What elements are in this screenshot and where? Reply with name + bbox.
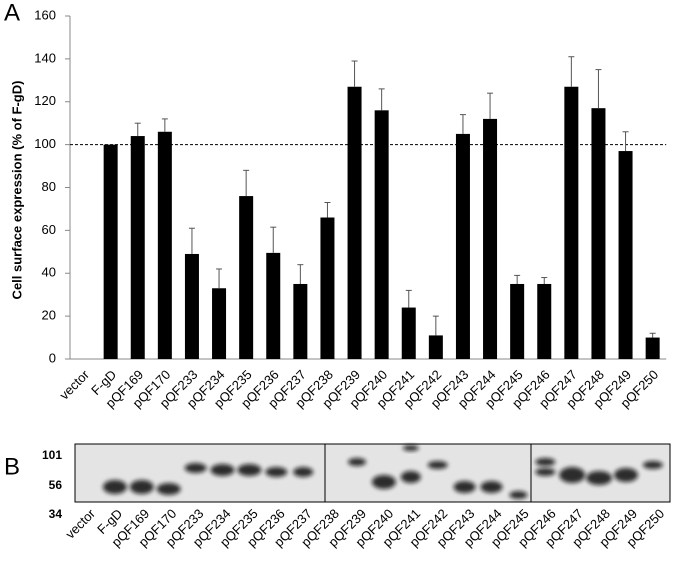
x-tick-label: vector <box>56 366 92 402</box>
blot-band <box>642 461 663 469</box>
bar <box>130 136 145 359</box>
blot-band <box>237 464 262 476</box>
bar <box>320 217 335 359</box>
panel-label: A <box>4 0 20 26</box>
y-tick-label: 0 <box>49 350 56 365</box>
blot-band <box>453 481 476 493</box>
marker-label: 101 <box>42 448 62 462</box>
y-tick-label: 100 <box>34 136 56 151</box>
lane-label: vector <box>62 505 98 541</box>
marker-label: 34 <box>49 507 63 521</box>
bar <box>591 108 606 360</box>
bar <box>618 151 633 359</box>
blot-band <box>427 461 448 469</box>
bar <box>645 337 660 359</box>
bar <box>483 118 498 360</box>
bar <box>374 110 389 359</box>
panel-label: B <box>4 453 20 480</box>
bar <box>103 144 118 359</box>
bar <box>157 131 172 359</box>
bar <box>293 283 308 359</box>
bar <box>537 283 552 359</box>
blot-band <box>129 480 154 494</box>
blot-band <box>614 468 638 482</box>
bar <box>564 86 579 360</box>
y-tick-label: 60 <box>42 222 56 237</box>
blot-band <box>265 467 288 477</box>
blot-band <box>586 471 613 485</box>
blot-band <box>402 445 419 451</box>
y-tick-label: 20 <box>42 308 56 323</box>
blot-band <box>480 481 503 493</box>
y-axis-label: Cell surface expression (% of F-gD) <box>9 81 24 300</box>
blot-band <box>348 458 366 466</box>
bar <box>455 133 470 359</box>
bar <box>401 307 416 359</box>
marker-label: 56 <box>49 478 63 492</box>
bar <box>428 335 443 359</box>
blot-band <box>509 491 528 499</box>
blot-band <box>184 463 207 473</box>
blot-band <box>371 475 396 489</box>
bar <box>510 283 525 359</box>
y-tick-label: 120 <box>34 93 56 108</box>
blot-band <box>210 464 235 476</box>
blot <box>74 443 671 503</box>
blot-band <box>559 467 586 483</box>
bar <box>266 252 281 359</box>
bar <box>347 86 362 360</box>
blot-band <box>400 471 421 483</box>
bar <box>239 196 254 359</box>
bar <box>184 253 199 359</box>
bar <box>212 288 227 359</box>
y-tick-label: 160 <box>34 7 56 22</box>
blot-band <box>102 480 127 494</box>
blot-band <box>535 458 556 466</box>
blot-band <box>156 483 181 495</box>
blot-band <box>535 468 556 476</box>
y-tick-label: 80 <box>42 179 56 194</box>
y-tick-label: 40 <box>42 265 56 280</box>
y-tick-label: 140 <box>34 50 56 65</box>
blot-band <box>293 467 314 477</box>
